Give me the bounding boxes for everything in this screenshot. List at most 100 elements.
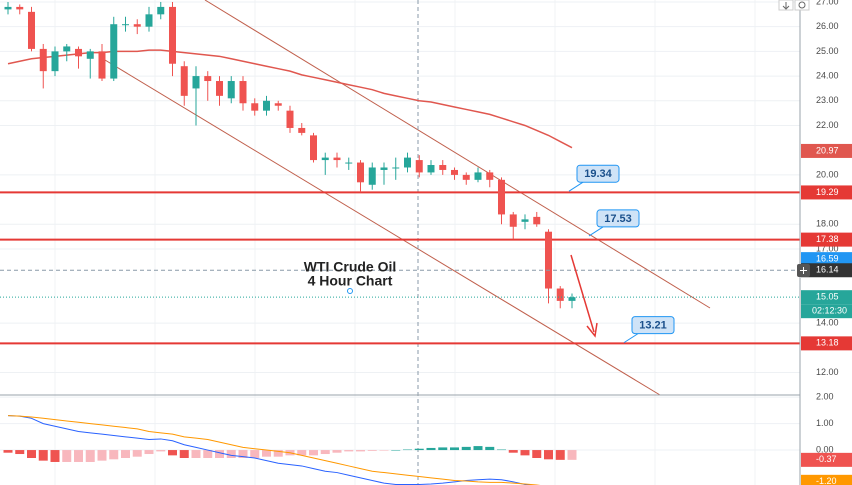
arrow xyxy=(570,254,595,333)
histogram-bar xyxy=(132,450,142,457)
signal-line xyxy=(7,415,541,485)
histogram-bar xyxy=(168,450,177,456)
candle-body xyxy=(321,157,329,161)
candle-body xyxy=(533,216,541,225)
histogram-bar xyxy=(203,450,213,458)
candle-body xyxy=(498,179,505,215)
candle-body xyxy=(239,81,247,104)
candle-body xyxy=(86,51,94,59)
histogram-bar xyxy=(238,450,248,458)
y-tick-label: 23.00 xyxy=(816,95,839,105)
histogram-bar xyxy=(356,450,365,452)
candle-body xyxy=(415,160,423,173)
macd-line xyxy=(7,415,535,485)
price-label: 16.14 xyxy=(816,265,839,275)
candle-body xyxy=(157,6,165,15)
candle-body xyxy=(556,288,564,301)
price-label-box xyxy=(801,336,852,351)
histogram-bar xyxy=(414,448,424,451)
scale-labels: 27.00 26.00 25.00 24.00 23.00 22.00 20.00 18.00… xyxy=(801,0,852,485)
settings-icon xyxy=(798,1,806,9)
candle-body xyxy=(251,103,259,111)
histogram-bar xyxy=(179,450,189,458)
histogram-bar xyxy=(109,450,119,460)
plus-icon xyxy=(800,267,807,274)
countdown-box xyxy=(801,304,852,319)
histogram-bar xyxy=(438,447,448,451)
macd-label-box xyxy=(801,474,852,485)
y2-tick-label: 0.00 xyxy=(816,444,834,454)
histogram-bar xyxy=(297,450,307,456)
candle-body xyxy=(286,110,294,128)
title: WTI Crude Oil xyxy=(304,259,397,275)
candle-body xyxy=(298,127,306,133)
candle-body xyxy=(333,157,341,161)
candle-body xyxy=(357,162,364,183)
histogram-bar xyxy=(332,450,342,453)
histogram-bar xyxy=(391,450,401,451)
callout-pointer xyxy=(588,226,604,237)
candle-body xyxy=(380,167,388,170)
macd-label: -0.37 xyxy=(816,454,837,464)
candle-body xyxy=(462,174,470,180)
candle-body xyxy=(263,100,270,111)
histogram-bar xyxy=(309,450,318,456)
settings-button[interactable] xyxy=(794,0,810,11)
histogram-bar xyxy=(27,450,36,458)
y2-tick-label: 1.00 xyxy=(816,418,834,428)
candle-body xyxy=(404,157,411,168)
price-label: 15.05 xyxy=(816,292,839,302)
histogram-bar xyxy=(97,450,107,461)
callout-box xyxy=(576,164,620,183)
candle-body xyxy=(192,76,200,89)
countdown: 02:12:30 xyxy=(812,306,847,316)
candle-body xyxy=(98,51,106,79)
histogram-bar xyxy=(15,450,25,455)
candle-body xyxy=(368,167,376,185)
candle-body xyxy=(204,76,212,82)
channel-line xyxy=(104,59,661,396)
histogram-bar xyxy=(121,450,130,458)
candle-body xyxy=(75,48,82,57)
callout-label: 13.21 xyxy=(639,320,667,332)
callout-label: 17.53 xyxy=(604,213,632,225)
plot: 19.34 17.53 13.21 xyxy=(0,1,800,485)
candle-body xyxy=(110,24,118,79)
histogram-bar xyxy=(344,450,354,452)
candle-body xyxy=(63,46,71,52)
histogram-bar xyxy=(62,450,72,462)
price-label-box xyxy=(801,185,852,200)
subtitle: 4 Hour Chart xyxy=(308,273,393,289)
histogram-bar xyxy=(544,450,553,460)
histogram-bar xyxy=(250,450,260,458)
y-tick-label: 17.00 xyxy=(816,243,839,253)
y-tick-label: 27.00 xyxy=(816,0,839,6)
candle-body xyxy=(145,14,153,27)
y2-tick-label: 2.00 xyxy=(816,391,834,401)
macd-label-box xyxy=(801,452,852,467)
candle-body xyxy=(274,103,282,106)
histogram-bar xyxy=(450,447,459,451)
callout-label: 19.34 xyxy=(584,168,612,180)
histogram-bar xyxy=(367,450,377,451)
histogram-bar xyxy=(485,446,495,451)
candle-body xyxy=(451,169,458,175)
histogram-bar xyxy=(144,450,154,455)
histogram-bar xyxy=(215,450,224,458)
histogram-bar xyxy=(426,447,436,451)
candle-body xyxy=(509,214,517,227)
price-label-box xyxy=(801,290,852,305)
y-tick-label: 22.00 xyxy=(816,120,839,130)
y-tick-label: 12.00 xyxy=(816,367,839,377)
histogram-bar xyxy=(38,450,48,461)
callout-box xyxy=(631,316,675,335)
candle-body xyxy=(486,172,494,180)
candle-body xyxy=(39,48,47,72)
candle-body xyxy=(28,11,35,49)
candle-body xyxy=(16,6,24,10)
price-label: 20.97 xyxy=(816,145,839,155)
histogram-bar xyxy=(3,450,13,453)
price-label-box xyxy=(801,252,852,267)
candle-body xyxy=(521,219,529,222)
